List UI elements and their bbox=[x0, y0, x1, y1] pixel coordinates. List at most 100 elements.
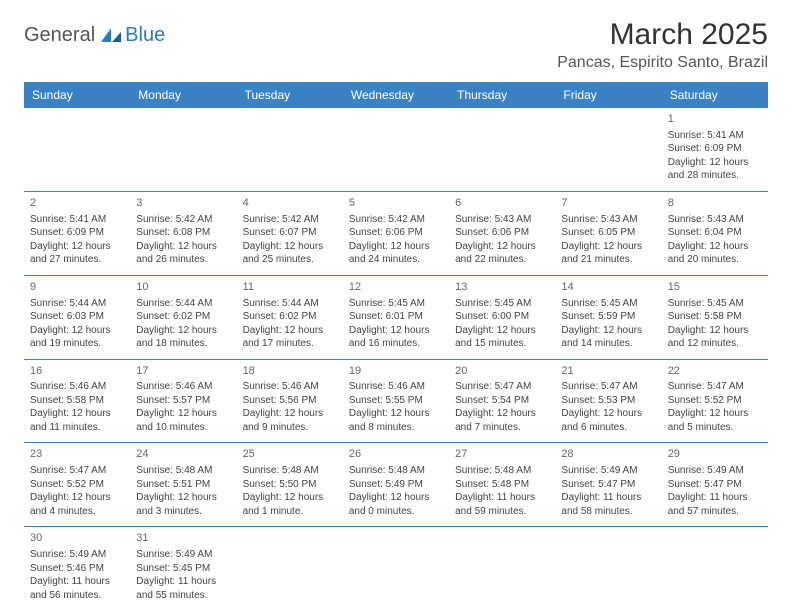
sunset-line: Sunset: 6:08 PM bbox=[136, 226, 230, 240]
calendar-day-cell: 21Sunrise: 5:47 AMSunset: 5:53 PMDayligh… bbox=[555, 359, 661, 443]
calendar-day-cell: 15Sunrise: 5:45 AMSunset: 5:58 PMDayligh… bbox=[662, 275, 768, 359]
calendar-empty-cell bbox=[237, 108, 343, 191]
day-number: 10 bbox=[136, 280, 230, 295]
daylight-line: Daylight: 12 hours and 21 minutes. bbox=[561, 240, 655, 267]
day-number: 17 bbox=[136, 364, 230, 379]
sunrise-line: Sunrise: 5:44 AM bbox=[136, 297, 230, 311]
day-header: Monday bbox=[130, 82, 236, 108]
sunrise-line: Sunrise: 5:42 AM bbox=[243, 213, 337, 227]
day-number: 27 bbox=[455, 447, 549, 462]
calendar-body: 1Sunrise: 5:41 AMSunset: 6:09 PMDaylight… bbox=[24, 108, 768, 610]
sunrise-line: Sunrise: 5:49 AM bbox=[668, 464, 762, 478]
sunset-line: Sunset: 6:01 PM bbox=[349, 310, 443, 324]
daylight-line: Daylight: 12 hours and 10 minutes. bbox=[136, 407, 230, 434]
sunrise-line: Sunrise: 5:47 AM bbox=[30, 464, 124, 478]
daylight-line: Daylight: 12 hours and 18 minutes. bbox=[136, 324, 230, 351]
sunset-line: Sunset: 5:50 PM bbox=[243, 478, 337, 492]
sunrise-line: Sunrise: 5:46 AM bbox=[243, 380, 337, 394]
calendar-day-cell: 22Sunrise: 5:47 AMSunset: 5:52 PMDayligh… bbox=[662, 359, 768, 443]
sunset-line: Sunset: 6:02 PM bbox=[243, 310, 337, 324]
sunrise-line: Sunrise: 5:48 AM bbox=[136, 464, 230, 478]
calendar-empty-cell bbox=[237, 527, 343, 610]
sunset-line: Sunset: 6:05 PM bbox=[561, 226, 655, 240]
day-header: Sunday bbox=[24, 82, 130, 108]
calendar-day-cell: 14Sunrise: 5:45 AMSunset: 5:59 PMDayligh… bbox=[555, 275, 661, 359]
calendar-day-cell: 12Sunrise: 5:45 AMSunset: 6:01 PMDayligh… bbox=[343, 275, 449, 359]
sunrise-line: Sunrise: 5:48 AM bbox=[455, 464, 549, 478]
sunset-line: Sunset: 6:07 PM bbox=[243, 226, 337, 240]
sunrise-line: Sunrise: 5:49 AM bbox=[561, 464, 655, 478]
calendar-day-cell: 10 Sunrise: 5:44 AMSunset: 6:02 PMDayligh… bbox=[130, 275, 236, 359]
day-number: 9 bbox=[30, 280, 124, 295]
calendar-header-row: SundayMondayTuesdayWednesdayThursdayFrid… bbox=[24, 82, 768, 108]
daylight-line: Daylight: 12 hours and 5 minutes. bbox=[668, 407, 762, 434]
sunrise-line: Sunrise: 5:42 AM bbox=[136, 213, 230, 227]
day-number: 26 bbox=[349, 447, 443, 462]
day-number: 21 bbox=[561, 364, 655, 379]
day-number: 28 bbox=[561, 447, 655, 462]
daylight-line: Daylight: 12 hours and 6 minutes. bbox=[561, 407, 655, 434]
day-header: Wednesday bbox=[343, 82, 449, 108]
calendar-day-cell: 1Sunrise: 5:41 AMSunset: 6:09 PMDaylight… bbox=[662, 108, 768, 191]
day-number: 23 bbox=[30, 447, 124, 462]
calendar-day-cell: 29Sunrise: 5:49 AMSunset: 5:47 PMDayligh… bbox=[662, 443, 768, 527]
day-number: 12 bbox=[349, 280, 443, 295]
sunset-line: Sunset: 5:48 PM bbox=[455, 478, 549, 492]
sunrise-line: Sunrise: 5:49 AM bbox=[30, 548, 124, 562]
location-subtitle: Pancas, Espirito Santo, Brazil bbox=[557, 54, 768, 72]
daylight-line: Daylight: 12 hours and 25 minutes. bbox=[243, 240, 337, 267]
calendar-day-cell: 28Sunrise: 5:49 AMSunset: 5:47 PMDayligh… bbox=[555, 443, 661, 527]
calendar-day-cell: 6Sunrise: 5:43 AMSunset: 6:06 PMDaylight… bbox=[449, 191, 555, 275]
calendar-empty-cell bbox=[130, 108, 236, 191]
daylight-line: Daylight: 12 hours and 24 minutes. bbox=[349, 240, 443, 267]
daylight-line: Daylight: 12 hours and 15 minutes. bbox=[455, 324, 549, 351]
sunset-line: Sunset: 5:58 PM bbox=[668, 310, 762, 324]
day-number: 5 bbox=[349, 196, 443, 211]
sunset-line: Sunset: 5:46 PM bbox=[30, 562, 124, 576]
sunrise-line: Sunrise: 5:47 AM bbox=[455, 380, 549, 394]
day-number: 25 bbox=[243, 447, 337, 462]
calendar-day-cell: 23Sunrise: 5:47 AMSunset: 5:52 PMDayligh… bbox=[24, 443, 130, 527]
calendar-day-cell: 4Sunrise: 5:42 AMSunset: 6:07 PMDaylight… bbox=[237, 191, 343, 275]
day-number: 15 bbox=[668, 280, 762, 295]
calendar-day-cell: 5Sunrise: 5:42 AMSunset: 6:06 PMDaylight… bbox=[343, 191, 449, 275]
day-number: 29 bbox=[668, 447, 762, 462]
calendar-day-cell: 30Sunrise: 5:49 AMSunset: 5:46 PMDayligh… bbox=[24, 527, 130, 610]
day-number: 31 bbox=[136, 531, 230, 546]
sunrise-line: Sunrise: 5:44 AM bbox=[30, 297, 124, 311]
daylight-line: Daylight: 12 hours and 8 minutes. bbox=[349, 407, 443, 434]
day-header: Thursday bbox=[449, 82, 555, 108]
day-header: Saturday bbox=[662, 82, 768, 108]
daylight-line: Daylight: 11 hours and 59 minutes. bbox=[455, 491, 549, 518]
sunset-line: Sunset: 5:58 PM bbox=[30, 394, 124, 408]
sunset-line: Sunset: 5:53 PM bbox=[561, 394, 655, 408]
sunset-line: Sunset: 6:09 PM bbox=[30, 226, 124, 240]
daylight-line: Daylight: 11 hours and 56 minutes. bbox=[30, 575, 124, 602]
calendar-day-cell: 16Sunrise: 5:46 AMSunset: 5:58 PMDayligh… bbox=[24, 359, 130, 443]
sunset-line: Sunset: 6:03 PM bbox=[30, 310, 124, 324]
sunset-line: Sunset: 6:02 PM bbox=[136, 310, 230, 324]
sunset-line: Sunset: 6:00 PM bbox=[455, 310, 549, 324]
logo-text-general: General bbox=[24, 24, 95, 47]
sunset-line: Sunset: 5:47 PM bbox=[561, 478, 655, 492]
daylight-line: Daylight: 12 hours and 11 minutes. bbox=[30, 407, 124, 434]
sunset-line: Sunset: 5:59 PM bbox=[561, 310, 655, 324]
sunrise-line: Sunrise: 5:46 AM bbox=[349, 380, 443, 394]
sunset-line: Sunset: 5:54 PM bbox=[455, 394, 549, 408]
sunrise-line: Sunrise: 5:41 AM bbox=[668, 129, 762, 143]
title-block: March 2025 Pancas, Espirito Santo, Brazi… bbox=[557, 18, 768, 72]
calendar-empty-cell bbox=[343, 527, 449, 610]
calendar-empty-cell bbox=[662, 527, 768, 610]
sunset-line: Sunset: 5:47 PM bbox=[668, 478, 762, 492]
day-number: 13 bbox=[455, 280, 549, 295]
calendar-day-cell: 11Sunrise: 5:44 AMSunset: 6:02 PMDayligh… bbox=[237, 275, 343, 359]
day-number: 11 bbox=[243, 280, 337, 295]
day-number: 6 bbox=[455, 196, 549, 211]
daylight-line: Daylight: 12 hours and 14 minutes. bbox=[561, 324, 655, 351]
sunrise-line: Sunrise: 5:47 AM bbox=[561, 380, 655, 394]
calendar-day-cell: 18Sunrise: 5:46 AMSunset: 5:56 PMDayligh… bbox=[237, 359, 343, 443]
calendar-day-cell: 17Sunrise: 5:46 AMSunset: 5:57 PMDayligh… bbox=[130, 359, 236, 443]
sunset-line: Sunset: 6:06 PM bbox=[455, 226, 549, 240]
sunset-line: Sunset: 5:52 PM bbox=[668, 394, 762, 408]
day-number: 16 bbox=[30, 364, 124, 379]
